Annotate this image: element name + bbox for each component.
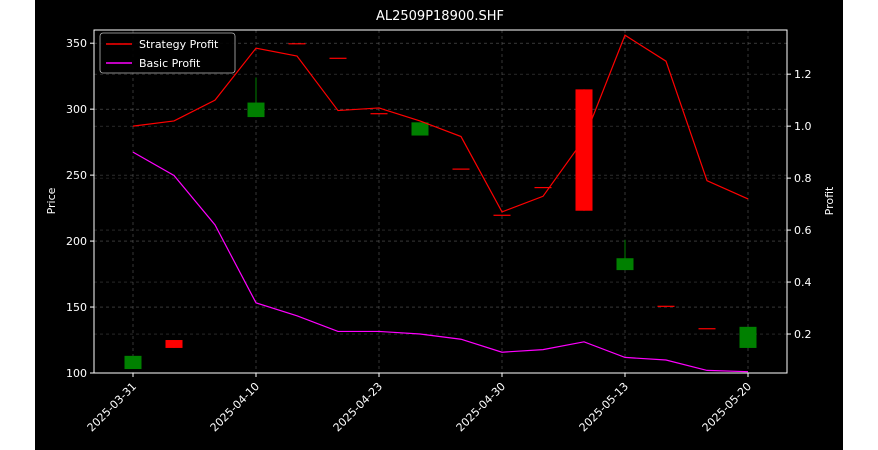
chart-title: AL2509P18900.SHF xyxy=(376,9,504,24)
x-tick-label: 2025-03-31 xyxy=(85,380,139,434)
candle xyxy=(657,305,675,307)
x-tick-label: 2025-05-13 xyxy=(577,380,631,434)
legend-box xyxy=(99,32,236,74)
legend-entry: Strategy Profit xyxy=(139,38,219,51)
y-left-tick-label: 100 xyxy=(66,367,87,380)
y-right-tick-label: 0.8 xyxy=(794,172,812,185)
y-left-tick-label: 300 xyxy=(66,103,87,116)
y-axis-label-right: Profit xyxy=(823,186,836,215)
candle xyxy=(452,168,470,170)
candle xyxy=(247,77,265,118)
plot-marks xyxy=(124,34,757,373)
y-right-tick-label: 1.2 xyxy=(794,68,812,81)
candle xyxy=(616,239,634,271)
x-tick-label: 2025-04-23 xyxy=(331,380,385,434)
candle xyxy=(493,214,511,216)
candle-body xyxy=(575,89,593,211)
axes: 100 150 200 250 300 350 0.2 0.4 0.6 0.8 1.0 1.2 2025… xyxy=(66,29,812,434)
candle xyxy=(288,43,306,45)
y-right-tick-label: 1.0 xyxy=(794,120,812,133)
candle xyxy=(575,89,593,211)
grid-lines xyxy=(94,30,787,374)
candle xyxy=(739,326,757,348)
y-axis-label-left: Price xyxy=(45,187,58,214)
candle xyxy=(370,113,388,115)
candle xyxy=(698,328,716,330)
y-right-tick-label: 0.2 xyxy=(794,328,812,341)
x-tick-label: 2025-05-20 xyxy=(700,380,754,434)
candle-body xyxy=(493,214,511,216)
y-right-tick-label: 0.4 xyxy=(794,276,812,289)
candle-body xyxy=(616,258,634,271)
candle-body xyxy=(657,305,675,307)
candle-body xyxy=(329,57,347,59)
candle-body xyxy=(288,43,306,45)
legend: Strategy Profit Basic Profit xyxy=(99,32,236,74)
x-tick-label: 2025-04-10 xyxy=(208,380,262,434)
series-line-basic-profit xyxy=(132,151,749,373)
candle xyxy=(165,340,183,348)
legend-entry: Basic Profit xyxy=(139,57,201,70)
candle-body xyxy=(452,168,470,170)
candle-body xyxy=(534,186,552,189)
y-right-tick-label: 0.6 xyxy=(794,224,812,237)
plot-frame xyxy=(93,29,788,374)
candle xyxy=(124,355,142,370)
candle-body xyxy=(739,326,757,348)
candle-body xyxy=(124,355,142,370)
y-left-tick-label: 200 xyxy=(66,235,87,248)
candle-body xyxy=(698,328,716,330)
candle xyxy=(534,186,552,189)
candle-body xyxy=(165,340,183,348)
y-left-tick-label: 150 xyxy=(66,301,87,314)
candle-body xyxy=(247,102,265,118)
y-left-tick-label: 350 xyxy=(66,37,87,50)
x-tick-label: 2025-04-30 xyxy=(454,380,508,434)
candle-body xyxy=(370,113,388,115)
figure-background xyxy=(35,0,843,450)
candle xyxy=(411,122,429,136)
candle-body xyxy=(411,122,429,136)
candle xyxy=(329,57,347,59)
y-left-tick-label: 250 xyxy=(66,169,87,182)
series-line-strategy-profit xyxy=(132,34,749,213)
